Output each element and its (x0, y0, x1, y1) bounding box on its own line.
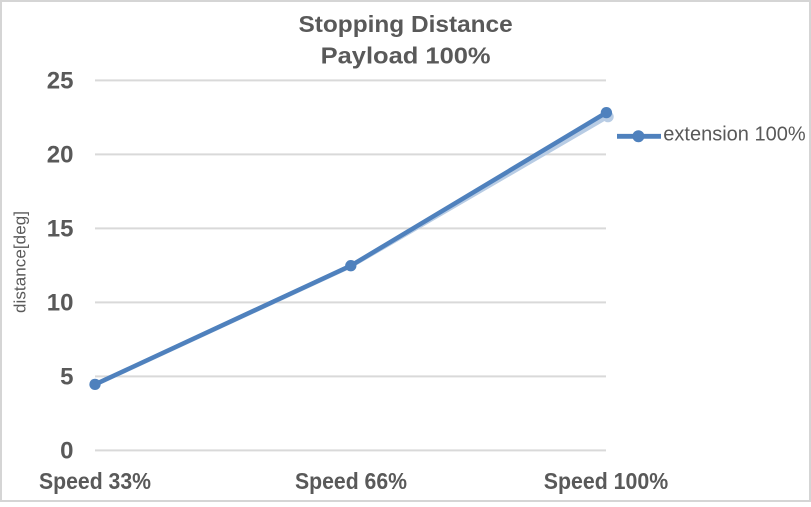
svg-text:Speed 66%: Speed 66% (295, 468, 407, 494)
svg-text:extension 100%: extension 100% (663, 123, 806, 145)
svg-text:20: 20 (47, 142, 74, 169)
svg-text:Payload 100%: Payload 100% (321, 43, 491, 69)
svg-text:25: 25 (47, 68, 74, 95)
svg-text:Stopping Distance: Stopping Distance (299, 11, 513, 37)
svg-text:0: 0 (60, 438, 73, 465)
svg-text:Speed 100%: Speed 100% (544, 468, 669, 494)
svg-text:5: 5 (60, 364, 73, 391)
svg-text:10: 10 (47, 290, 74, 317)
svg-text:Speed 33%: Speed 33% (39, 468, 151, 494)
svg-text:15: 15 (47, 216, 74, 243)
svg-text:distance[deg]: distance[deg] (11, 211, 30, 313)
